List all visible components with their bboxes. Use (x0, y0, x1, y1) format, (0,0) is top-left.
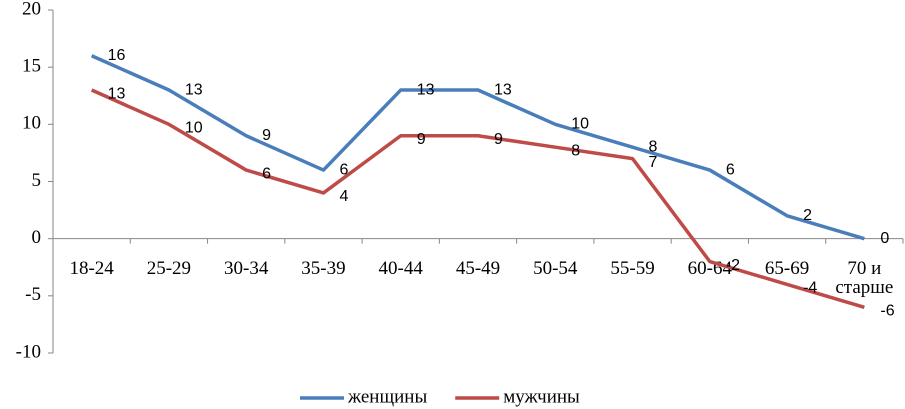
x-tick-label-box: 65-69 (764, 258, 810, 279)
data-label: 8 (571, 142, 580, 159)
data-label: 6 (262, 165, 271, 182)
data-label: 0 (880, 230, 889, 247)
data-label: 2 (803, 207, 812, 224)
data-label: -4 (803, 280, 817, 297)
data-label: 10 (185, 120, 203, 137)
x-tick-label-box: 40-44 (378, 258, 423, 279)
x-tick-label: 40-44 (378, 258, 423, 279)
x-tick-label-box: 35-39 (301, 258, 346, 279)
data-label: 13 (494, 81, 512, 98)
y-tick-label: 15 (22, 56, 41, 77)
x-tick-label: 70 и старше (835, 258, 894, 298)
data-label: 16 (108, 47, 126, 64)
y-tick-label: 10 (22, 113, 41, 134)
data-label: 13 (108, 85, 126, 102)
data-label: -6 (880, 302, 894, 319)
x-tick-label: 65-69 (764, 258, 810, 279)
x-tick-label-box: 55-59 (610, 258, 655, 279)
x-tick-label: 18-24 (69, 258, 114, 279)
x-tick-label: 25-29 (146, 258, 192, 279)
data-label: 9 (262, 127, 271, 144)
data-label: 6 (339, 161, 348, 178)
data-label: 7 (649, 154, 658, 171)
x-tick-label: 50-54 (533, 258, 578, 279)
data-label: 8 (649, 138, 658, 155)
y-tick-label: 5 (32, 170, 42, 191)
data-label: 6 (726, 161, 735, 178)
y-tick-label: -5 (25, 284, 41, 305)
data-label: 10 (571, 116, 589, 133)
data-label: 4 (339, 188, 348, 205)
y-tick-label: 20 (22, 0, 41, 19)
data-label: 13 (185, 81, 203, 98)
legend-label: мужчины (503, 386, 580, 407)
x-tick-label-box: 30-34 (224, 258, 269, 279)
x-tick-label: 45-49 (455, 258, 501, 279)
legend-label: женщины (347, 386, 427, 407)
y-tick-label: -10 (16, 341, 41, 362)
x-tick-label-box: 18-24 (69, 258, 114, 279)
y-tick-label: 0 (32, 227, 42, 248)
x-tick-label-box: 50-54 (533, 258, 578, 279)
data-label: 9 (417, 131, 426, 148)
x-tick-label: 55-59 (610, 258, 655, 279)
data-label: 9 (494, 131, 503, 148)
series-line (90, 54, 865, 241)
x-tick-label: 30-34 (224, 258, 269, 279)
x-tick-label-box: 70 и старше (835, 258, 894, 298)
x-tick-label: 35-39 (301, 258, 346, 279)
x-tick-label-box: 45-49 (455, 258, 501, 279)
data-label: 13 (417, 81, 435, 98)
data-label: -2 (726, 257, 740, 274)
series-line (90, 88, 865, 309)
x-tick-label-box: 25-29 (146, 258, 192, 279)
